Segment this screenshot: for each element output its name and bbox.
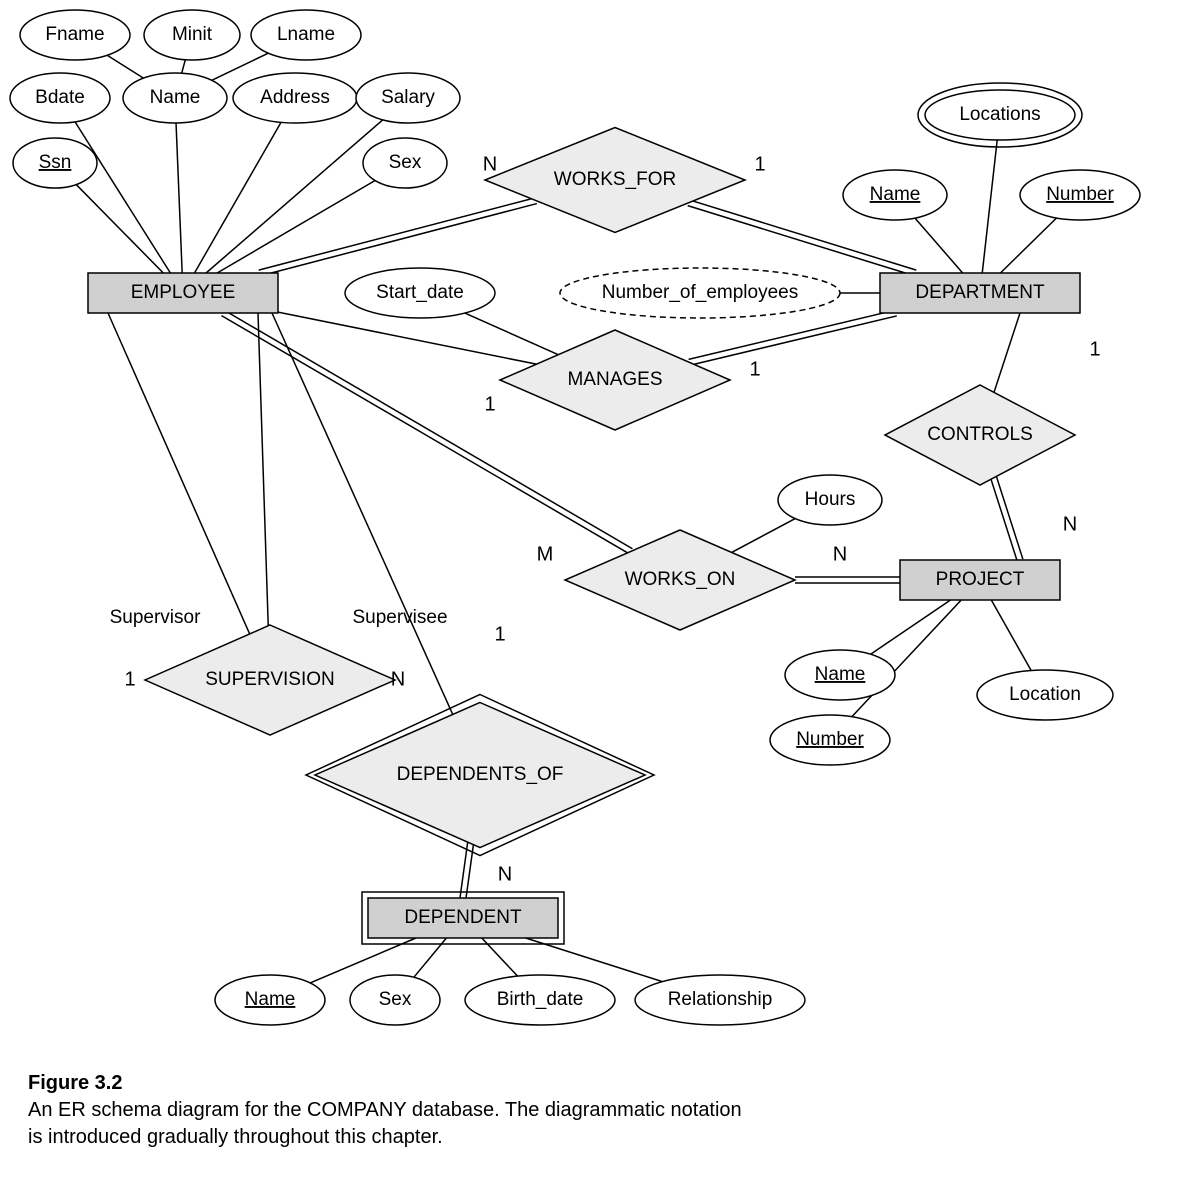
entity-department-label: DEPARTMENT: [915, 282, 1045, 303]
text-layer: N 1 1 1 1 N M N 1 Supervisor N Supervisee 1 N WORKS_FO…: [35, 24, 1114, 1010]
attr-emp_bdate-label: Bdate: [35, 87, 85, 108]
attr-prj_name-label: Name: [815, 664, 866, 685]
attr-wo_hours-label: Hours: [805, 489, 856, 510]
cardinality-works_for-employee-0: N: [483, 153, 497, 175]
figure-caption: Figure 3.2 An ER schema diagram for the …: [0, 1060, 1201, 1179]
cardinality-works_for-department-1: 1: [754, 153, 765, 175]
cardinality-works_on-project-7: N: [833, 543, 847, 565]
attr-prj_number-label: Number: [796, 729, 864, 750]
er-diagram: N 1 1 1 1 N M N 1 Supervisor N Supervisee 1 N WORKS_FO…: [0, 0, 1201, 1060]
cardinality-supervision-employee-8: 1: [124, 668, 135, 690]
attr-dep_number-label: Number: [1046, 184, 1114, 205]
attr-dpn_name-label: Name: [245, 989, 296, 1010]
cardinality-manages-department-3: 1: [749, 358, 760, 380]
relationship-works_on-label: WORKS_ON: [625, 569, 736, 590]
entity-project-label: PROJECT: [936, 569, 1025, 590]
relationship-dependents_of-label: DEPENDENTS_OF: [397, 764, 564, 785]
attr-dep_numemp-label: Number_of_employees: [602, 282, 798, 303]
attr-mg_start-label: Start_date: [376, 282, 464, 303]
entity-employee-label: EMPLOYEE: [131, 282, 236, 303]
cardinality-dependents_of-employee-10: 1: [494, 623, 505, 645]
attr-emp_sex-label: Sex: [389, 152, 422, 173]
role-supervisor: Supervisor: [110, 607, 201, 628]
attr-dpn_rel-label: Relationship: [668, 989, 773, 1010]
attr-dep_name-label: Name: [870, 184, 921, 205]
cardinality-works_on-employee-6: M: [537, 543, 554, 565]
cardinality-controls-department-4: 1: [1089, 338, 1100, 360]
attr-dpn_sex-label: Sex: [379, 989, 412, 1010]
relationship-manages-label: MANAGES: [567, 369, 662, 390]
caption-line-1: An ER schema diagram for the COMPANY dat…: [28, 1097, 1173, 1124]
entity-dependent-label: DEPENDENT: [404, 907, 522, 928]
attr-prj_location-label: Location: [1009, 684, 1081, 705]
relationship-works_for-label: WORKS_FOR: [554, 169, 676, 190]
attr-emp_fname-label: Fname: [45, 24, 104, 45]
role-supervisee: Supervisee: [352, 607, 447, 628]
attr-emp_minit-label: Minit: [172, 24, 213, 45]
cardinality-controls-project-5: N: [1063, 513, 1077, 535]
cardinality-dependents_of-dependent-11: N: [498, 863, 512, 885]
attr-emp_address-label: Address: [260, 87, 330, 108]
attr-emp_salary-label: Salary: [381, 87, 435, 108]
cardinality-manages-employee-2: 1: [484, 393, 495, 415]
shape-layer: [10, 10, 1140, 1025]
relationship-controls-label: CONTROLS: [927, 424, 1033, 445]
cardinality-supervision-employee-9: N: [391, 668, 405, 690]
attr-emp_lname-label: Lname: [277, 24, 335, 45]
attr-emp_ssn-label: Ssn: [39, 152, 72, 173]
attr-emp_name-label: Name: [150, 87, 201, 108]
caption-line-2: is introduced gradually throughout this …: [28, 1124, 1173, 1151]
caption-title: Figure 3.2: [28, 1070, 1173, 1097]
relationship-supervision-label: SUPERVISION: [205, 669, 335, 690]
attr-dpn_bdate-label: Birth_date: [497, 989, 584, 1010]
attr-dep_locations-label: Locations: [959, 104, 1040, 125]
